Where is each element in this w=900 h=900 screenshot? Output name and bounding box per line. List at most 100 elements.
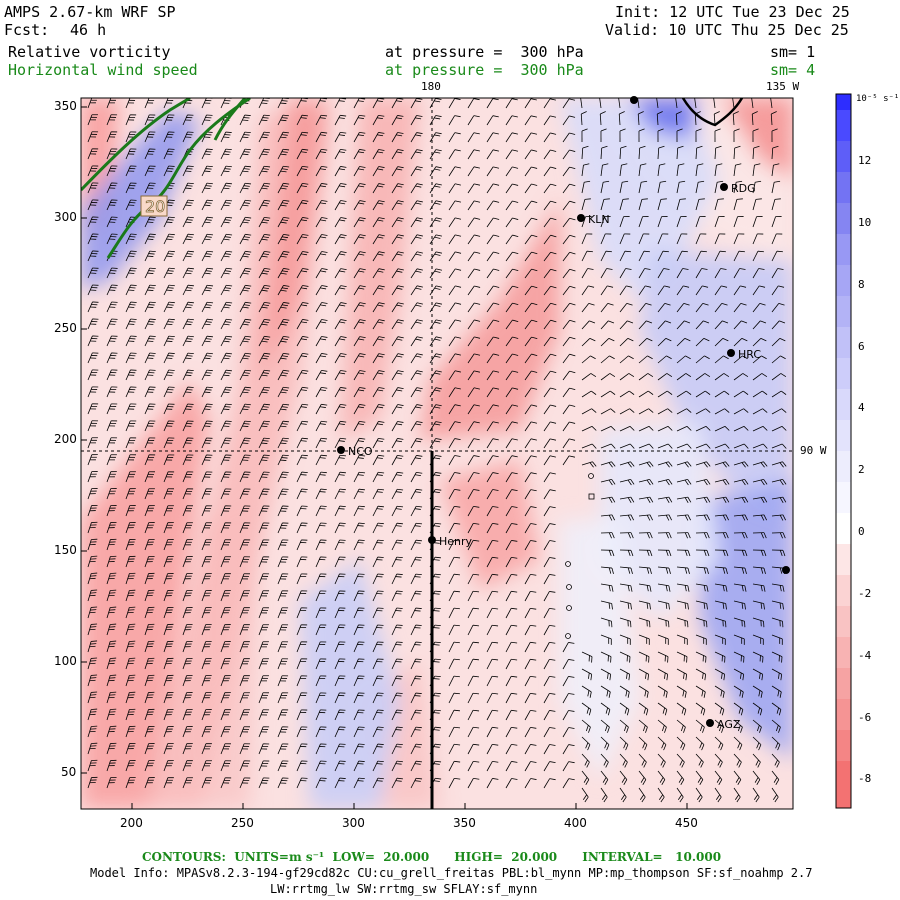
wind-barb-feather [207,267,214,270]
wind-barb-feather [434,168,441,171]
wind-barb-feather [225,182,232,185]
wind-barb-feather [264,233,271,236]
wind-barb-shaft [505,778,512,789]
wind-barb-feather [717,759,721,766]
wind-barb-feather [378,302,385,305]
wind-barb-feather [722,567,726,574]
wind-barb-shaft [315,200,322,211]
wind-barb-feather [584,198,591,200]
wind-barb-feather [340,200,347,202]
wind-barb-feather [434,151,441,154]
wind-barb-shaft [201,624,207,636]
valid-time: Valid: 10 UTC Thu 25 Dec 25 [605,21,849,39]
wind-barb-feather [607,726,610,733]
wind-barb-feather [531,285,538,289]
wind-barb-shaft [372,505,379,517]
wind-barb-feather [760,462,765,468]
wind-barb-shaft [372,302,380,313]
wind-barb-feather [223,340,230,343]
wind-barb-feather [321,131,328,134]
wind-barb-shaft [657,216,662,228]
wind-barb-shaft [657,651,669,657]
wind-barb-feather [550,319,557,323]
wind-barb-feather [415,338,422,341]
wind-barb-shaft [505,336,513,347]
wind-barb-feather [434,202,441,205]
wind-barb-feather [703,532,707,539]
wind-barb-shaft [448,675,455,687]
wind-barb-feather [167,236,174,238]
wind-barb-feather [377,219,384,222]
wind-barb-shaft [486,98,494,109]
wind-barb-feather [280,289,287,292]
wind-barb-feather [378,114,385,117]
wind-barb-feather [435,472,442,474]
wind-barb-feather [627,497,632,503]
wind-barb-feather [492,692,499,695]
wind-barb-shaft [676,770,685,780]
wind-barb-shaft [543,336,551,347]
wind-barb-feather [338,491,345,493]
wind-barb-shaft [201,319,208,330]
wind-barb-feather [339,355,346,358]
wind-barb-shaft [372,217,380,228]
wind-barb-shaft [600,443,612,449]
wind-barb-shaft [676,496,688,500]
wind-barb-shaft [695,425,707,432]
wind-barb-feather [741,514,746,521]
wind-barb-shaft [695,479,707,483]
wind-barb-feather [568,778,575,781]
wind-barb-feather [588,709,592,716]
wind-barb-shaft [714,443,726,449]
wind-barb-shaft [676,617,688,622]
wind-barb-feather [358,355,365,358]
wind-barb-feather [224,389,231,391]
wind-barb-shaft [486,268,494,279]
wind-barb-feather [280,323,287,326]
wind-barb-shaft [372,132,379,143]
wind-barb-feather [628,373,635,378]
wind-barb-feather [149,233,156,235]
wind-barb-feather [376,508,383,510]
wind-barb-feather [719,250,726,253]
wind-barb-feather [223,323,230,326]
wind-barb-shaft [733,216,738,228]
wind-barb-shaft [353,472,360,483]
wind-barb-shaft [372,319,380,330]
wind-barb-shaft [372,675,378,687]
wind-barb-shaft [144,250,151,262]
wind-barb-shaft [334,743,340,755]
wind-barb-shaft [600,514,612,517]
wind-barb-feather [245,352,252,355]
wind-barb-feather [376,100,383,102]
wind-barb-shaft [239,131,246,143]
wind-barb-feather [320,253,327,256]
wind-barb-feather [760,514,765,521]
wind-barb-shaft [410,149,418,160]
wind-barb-shaft [752,408,763,415]
wind-barb-feather [280,119,287,122]
wind-barb-shaft [296,590,302,602]
wind-barb-feather [530,438,537,441]
wind-barb-feather [415,151,422,154]
wind-barb-shaft [410,438,417,449]
wind-barb-feather [263,131,270,134]
wind-barb-shaft [353,183,360,194]
wind-barb-feather [434,219,441,222]
station-rdg-label: RDG [731,182,756,195]
wind-barb-shaft [657,753,666,763]
wind-barb-shaft [486,727,493,738]
wind-barb-feather [396,253,403,256]
wind-barb-shaft [296,217,303,228]
wind-barb-shaft [562,642,569,653]
wind-barb-feather [320,488,327,490]
wind-barb-shaft [410,590,417,602]
wind-barb-shaft [448,540,455,551]
wind-barb-shaft [410,132,417,143]
wind-barb-feather [185,272,192,275]
wind-barb-shaft [353,353,360,364]
wind-barb-feather [550,217,557,221]
wind-barb-feather [550,421,557,424]
wind-barb-feather [415,168,422,171]
wind-barb-shaft [600,338,610,347]
